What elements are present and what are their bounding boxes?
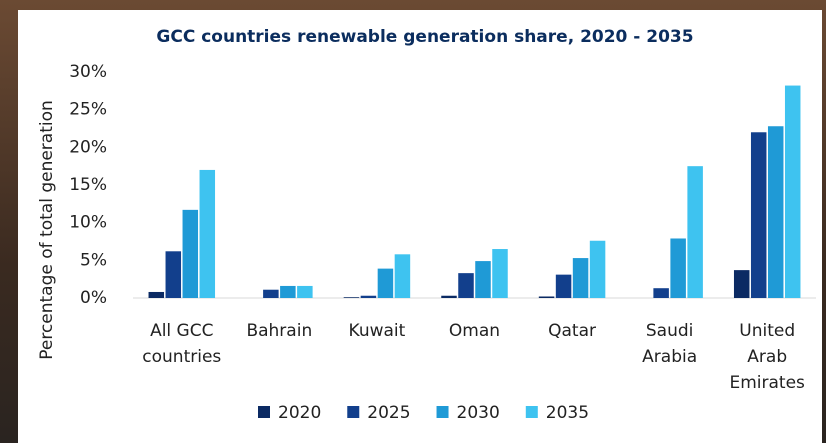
legend-label: 2030 <box>457 403 500 423</box>
bar <box>751 132 767 298</box>
page: GCC countries renewable generation share… <box>0 0 826 443</box>
bar <box>556 275 572 298</box>
bar <box>734 270 750 298</box>
y-tick-label: 0% <box>80 288 107 308</box>
legend-label: 2025 <box>367 403 410 423</box>
bar <box>653 288 669 298</box>
bar <box>280 286 296 298</box>
legend-swatch <box>437 406 449 418</box>
bar <box>263 290 279 298</box>
bar <box>458 273 474 298</box>
bar <box>441 296 457 298</box>
y-tick-label: 15% <box>69 175 107 195</box>
bar <box>183 210 199 298</box>
chart: GCC countries renewable generation share… <box>0 0 826 443</box>
y-tick-label: 25% <box>69 100 107 120</box>
x-tick-label: Saudi Arabia <box>628 318 712 370</box>
bar <box>166 251 182 298</box>
legend-label: 2035 <box>546 403 589 423</box>
bar <box>475 261 491 298</box>
x-tick-label: Qatar <box>530 318 614 344</box>
y-tick-label: 10% <box>69 213 107 233</box>
bar <box>590 241 606 298</box>
legend-label: 2020 <box>278 403 321 423</box>
x-tick-label: Bahrain <box>237 318 321 344</box>
y-tick-label: 5% <box>80 250 107 270</box>
x-tick-label: All GCC countries <box>140 318 224 370</box>
bar <box>149 292 165 298</box>
bar <box>395 254 411 298</box>
bar <box>297 286 313 298</box>
y-tick-label: 20% <box>69 137 107 157</box>
y-axis-label: Percentage of total generation <box>37 100 57 360</box>
bar <box>344 297 360 298</box>
bar <box>768 126 784 298</box>
bar <box>539 296 555 298</box>
bar <box>687 166 703 298</box>
bar <box>670 238 686 298</box>
bar <box>200 170 216 298</box>
bar <box>573 258 589 298</box>
bar <box>785 86 801 298</box>
legend-swatch <box>258 406 270 418</box>
chart-title: GCC countries renewable generation share… <box>156 27 693 47</box>
x-tick-label: Kuwait <box>335 318 419 344</box>
x-tick-label: Oman <box>433 318 517 344</box>
x-tick-label: United Arab Emirates <box>725 318 809 396</box>
bar <box>361 296 377 298</box>
legend-swatch <box>347 406 359 418</box>
bar <box>378 269 394 298</box>
bar <box>492 249 508 298</box>
y-tick-label: 30% <box>69 62 107 82</box>
legend-swatch <box>526 406 538 418</box>
